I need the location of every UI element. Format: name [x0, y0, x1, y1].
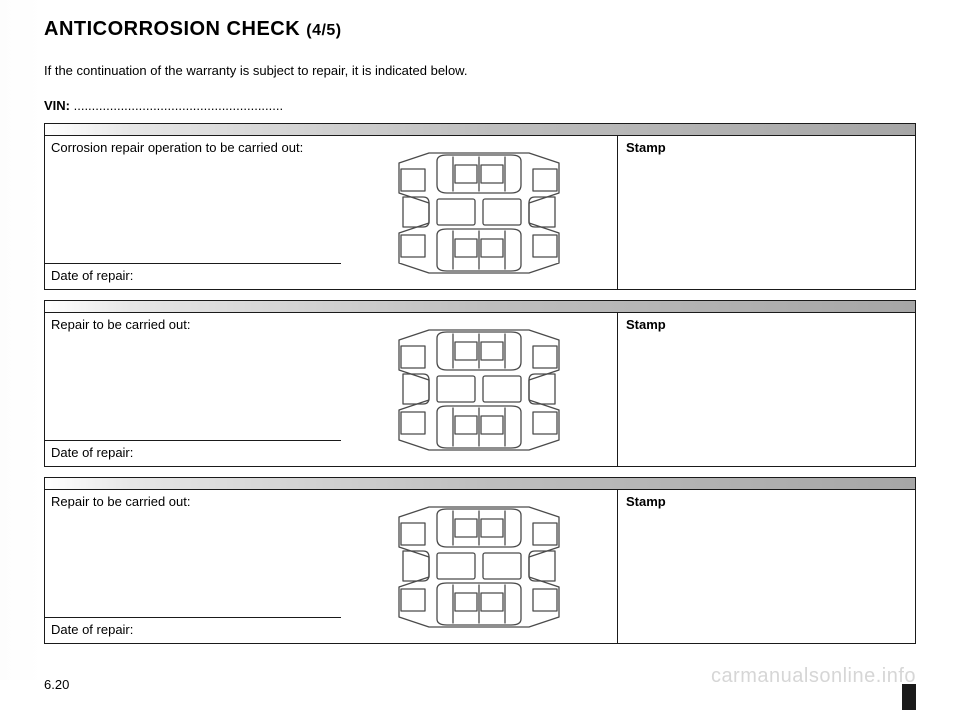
repair-block: Repair to be carried out: Date of repair… [44, 477, 916, 644]
title-main: ANTICORROSION CHECK [44, 18, 300, 40]
date-label: Date of repair: [45, 617, 341, 643]
repair-block: Repair to be carried out: Date of repair… [44, 300, 916, 467]
block-separator [45, 124, 915, 136]
operation-label: Corrosion repair operation to be carried… [45, 136, 341, 263]
stamp-label: Stamp [617, 490, 915, 643]
car-diagram-svg [379, 320, 579, 460]
stamp-label: Stamp [617, 313, 915, 466]
watermark-text: carmanualsonline.info [711, 665, 916, 688]
date-label: Date of repair: [45, 263, 341, 289]
operation-label: Repair to be carried out: [45, 313, 341, 440]
repair-block: Corrosion repair operation to be carried… [44, 123, 916, 290]
car-diagram [341, 136, 617, 289]
intro-text: If the continuation of the warranty is s… [44, 63, 916, 78]
page-number: 6.20 [44, 677, 69, 692]
block-separator [45, 301, 915, 313]
car-diagram [341, 313, 617, 466]
car-diagram-svg [379, 497, 579, 637]
vin-line: VIN: ...................................… [44, 98, 916, 113]
car-diagram [341, 490, 617, 643]
vin-label: VIN: [44, 98, 70, 113]
block-separator [45, 478, 915, 490]
vin-dots: ........................................… [70, 98, 283, 113]
repair-blocks: Corrosion repair operation to be carried… [44, 123, 916, 644]
stamp-label: Stamp [617, 136, 915, 289]
page-title: ANTICORROSION CHECK (4/5) [44, 18, 916, 41]
title-sub: (4/5) [306, 22, 341, 39]
date-label: Date of repair: [45, 440, 341, 466]
operation-label: Repair to be carried out: [45, 490, 341, 617]
car-diagram-svg [379, 143, 579, 283]
